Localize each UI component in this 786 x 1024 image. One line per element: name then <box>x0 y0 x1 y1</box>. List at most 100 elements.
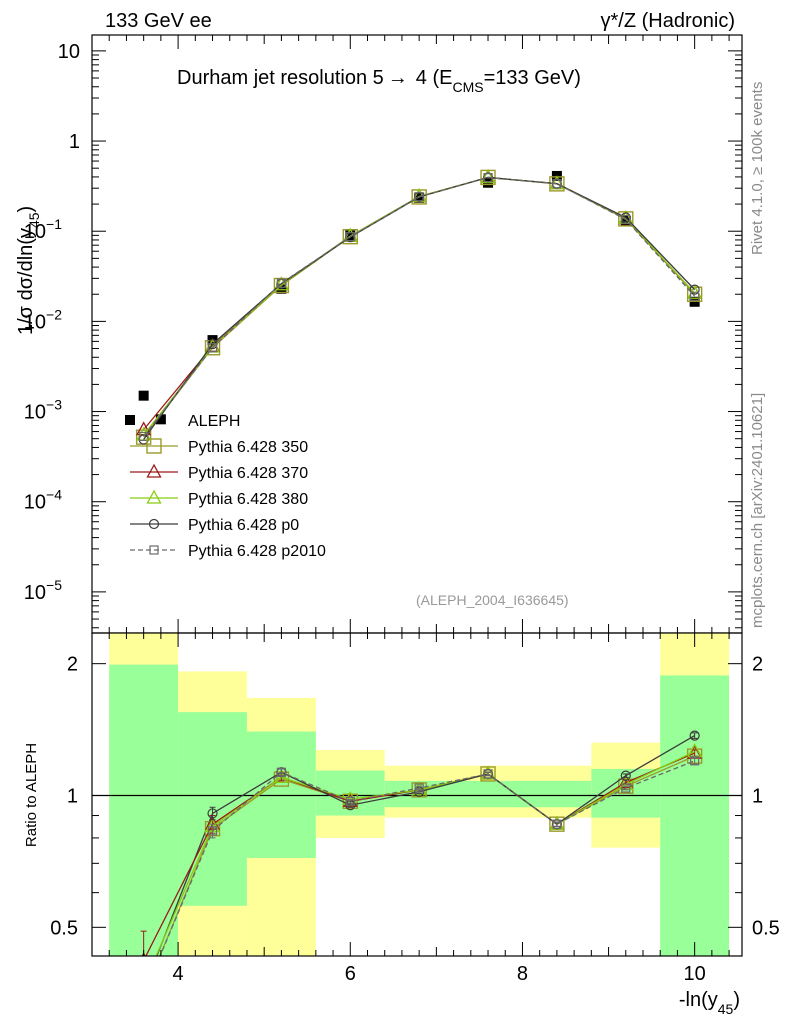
legend-label: Pythia 6.428 380 <box>188 491 308 508</box>
legend-marker <box>146 489 162 504</box>
y-tick-label-exponent: −3 <box>46 397 62 413</box>
ratio-series-marker <box>689 730 700 741</box>
ratio-offscale-segment <box>155 826 214 956</box>
series-marker <box>345 232 355 242</box>
ratio-series-marker <box>207 826 218 836</box>
y-tick-label-exponent: −4 <box>46 487 62 503</box>
title-tail-part: =133 GeV) <box>484 67 581 89</box>
ratio-series-line <box>212 750 695 827</box>
ratio-y-tick-label-right: 1 <box>752 785 763 807</box>
legend-label: Pythia 6.428 350 <box>188 439 308 456</box>
y-tick-label: 10−4 <box>24 487 62 514</box>
title-subscript: CMS <box>452 79 483 95</box>
data-point-aleph <box>345 230 356 241</box>
x-label-subscript: 45 <box>718 1001 734 1017</box>
data-point-aleph <box>620 215 631 226</box>
ratio-y-tick-label: 0.5 <box>50 917 78 939</box>
ratio-series-marker <box>690 756 700 766</box>
y-tick-label-base: 10 <box>24 311 46 333</box>
ratio-panel-frame <box>91 632 743 957</box>
legend-label: Pythia 6.428 p2010 <box>188 543 326 560</box>
series-marker <box>552 179 562 189</box>
title-mid-part: 4 (E <box>416 67 453 89</box>
series-marker <box>690 291 700 301</box>
ratio-series-marker <box>345 796 355 806</box>
header-energy-label: 133 GeV ee <box>105 10 212 32</box>
y-tick-label-base: 10 <box>24 492 46 514</box>
legend-label: Pythia 6.428 p0 <box>188 517 299 534</box>
x-label-text: -ln(y <box>679 989 718 1011</box>
series-marker <box>483 173 493 183</box>
ratio-y-axis-label: Ratio to ALEPH <box>23 743 40 847</box>
y-tick-label: 10−1 <box>24 216 62 243</box>
ratio-offscale-segment <box>156 813 214 956</box>
ratio-series-marker <box>483 769 493 779</box>
stat-uncertainty-band <box>109 664 179 956</box>
main-y-label-text: 1/σ dσ/dln(y <box>15 228 37 335</box>
analysis-watermark: (ALEPH_2004_I636645) <box>416 592 569 608</box>
y-tick-label-base: 10 <box>24 221 46 243</box>
y-tick-label: 1 <box>69 131 80 153</box>
ratio-series-line <box>212 735 695 825</box>
series-marker <box>621 214 631 225</box>
legend-marker <box>146 463 162 478</box>
legend-marker <box>148 518 160 530</box>
stat-uncertainty-band <box>660 675 730 956</box>
series-marker <box>689 284 700 295</box>
ratio-y-tick-label-right: 2 <box>752 654 763 676</box>
legend-marker <box>146 438 162 454</box>
main-y-label-close: ) <box>15 206 37 213</box>
mcplots-source-label: mcplots.cern.ch [arXiv:2401.10621] <box>749 393 766 628</box>
ratio-y-tick-label: 1 <box>67 785 78 807</box>
ratio-panel-content <box>92 730 742 956</box>
series-line <box>143 176 696 436</box>
data-point-aleph <box>276 283 287 294</box>
ratio-series-marker <box>207 808 218 819</box>
x-label-close: ) <box>733 989 740 1011</box>
y-tick-label: 10−2 <box>24 306 62 333</box>
rivet-version-label: Rivet 4.1.0, ≥ 100k events <box>749 82 766 255</box>
series-marker <box>273 276 289 291</box>
title-main-part: Durham jet resolution 5 <box>177 67 384 89</box>
ratio-uncertainty-bands <box>109 633 730 956</box>
ratio-y-tick-label-right: 0.5 <box>752 917 780 939</box>
series-marker <box>207 343 218 353</box>
x-tick-label: 4 <box>173 963 184 985</box>
main-y-label-subscript: 45 <box>26 212 42 228</box>
series-line <box>143 176 696 438</box>
series-marker <box>139 431 149 442</box>
y-tick-label-exponent: −1 <box>46 216 62 232</box>
main-y-axis-label: 1/σ dσ/dln(y45) <box>15 206 42 335</box>
ratio-series-marker <box>552 819 562 829</box>
ratio-series-marker <box>620 770 631 781</box>
ratio-series-marker <box>276 767 287 777</box>
y-tick-label: 10−3 <box>24 397 62 424</box>
legend: ALEPH Pythia 6.428 350 Pythia 6.428 370 Pyt… <box>125 413 326 560</box>
y-tick-label-base: 10 <box>24 402 46 424</box>
y-tick-label-base: 10 <box>58 41 80 63</box>
x-tick-label: 8 <box>517 963 528 985</box>
legend-label: Pythia 6.428 370 <box>188 465 308 482</box>
data-point-aleph <box>138 390 149 401</box>
stat-uncertainty-band <box>246 731 316 858</box>
series-line <box>143 176 696 431</box>
series-marker <box>276 278 287 288</box>
y-tick-label: 10−5 <box>24 577 62 604</box>
ratio-y-tick-label: 2 <box>67 654 78 676</box>
legend-swatch-aleph <box>125 415 135 425</box>
main-plot-title: Durham jet resolution 5 → 4 (ECMS=133 GeV) <box>177 67 581 95</box>
data-point-aleph <box>414 192 425 203</box>
main-panel-content <box>135 169 703 445</box>
y-tick-label-base: 10 <box>24 582 46 604</box>
series-line <box>143 176 696 440</box>
ratio-series-marker <box>414 783 424 793</box>
data-point-aleph <box>155 414 166 425</box>
y-tick-label-exponent: −2 <box>46 306 62 322</box>
ratio-series-marker <box>621 783 631 793</box>
y-tick-label: 10 <box>58 41 80 63</box>
series-line <box>143 176 696 437</box>
x-axis-label: -ln(y45) <box>679 989 740 1017</box>
legend-label-aleph: ALEPH <box>188 413 240 430</box>
